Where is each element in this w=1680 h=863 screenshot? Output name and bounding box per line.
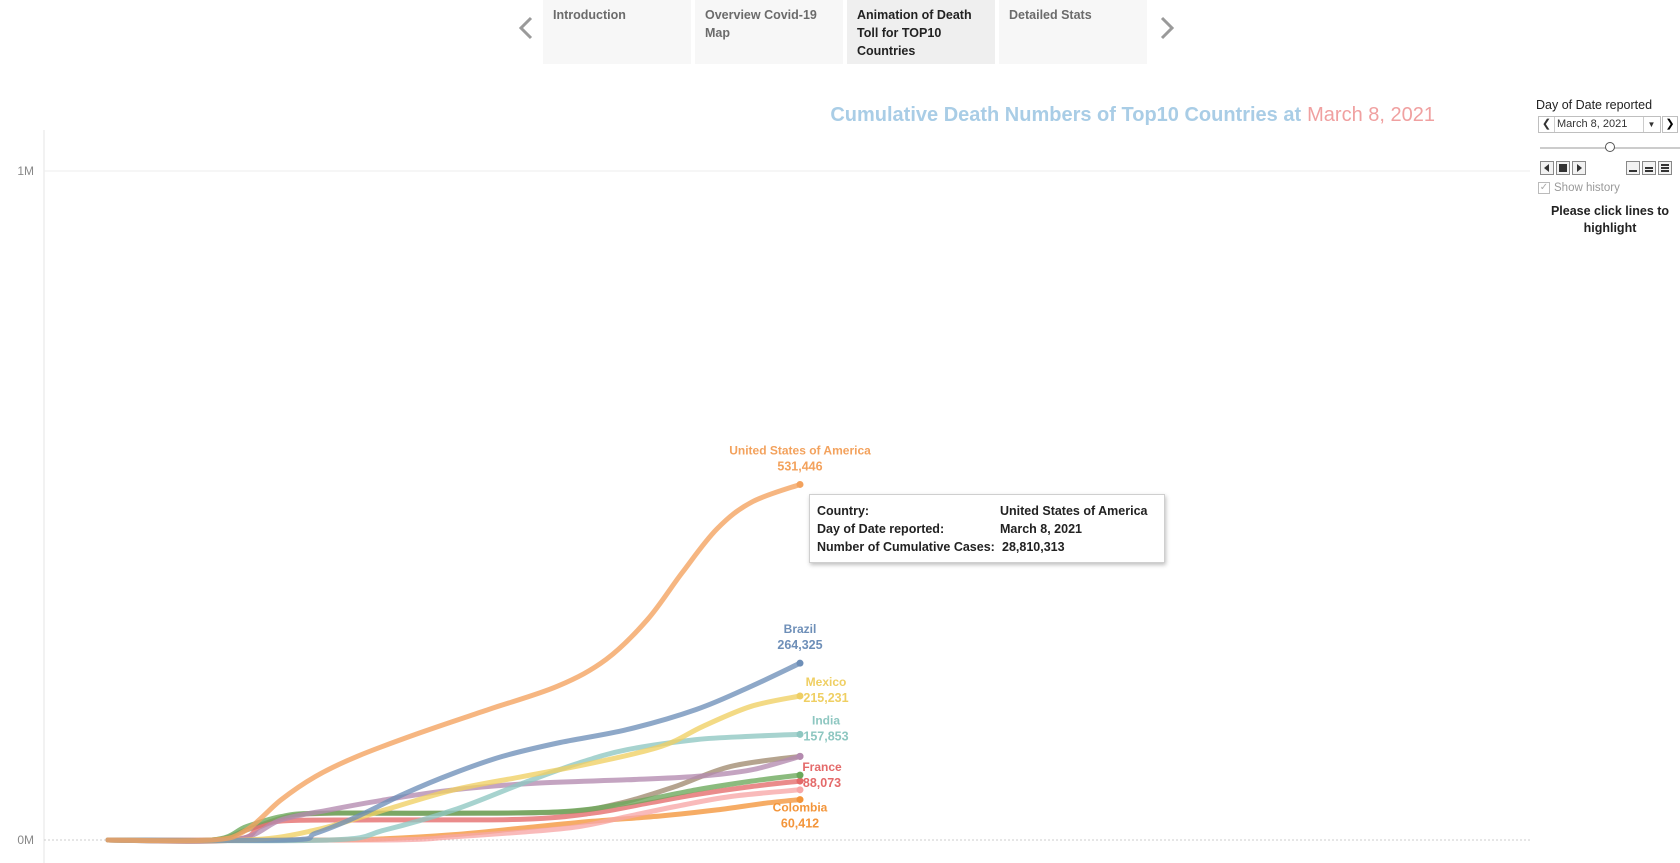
pause-icon xyxy=(1559,164,1567,172)
series-line[interactable] xyxy=(105,660,803,843)
y-tick-label: 0M xyxy=(17,833,34,847)
speed-slow-icon xyxy=(1629,170,1637,172)
date-selector[interactable]: ❮ March 8, 2021 ▼ xyxy=(1538,116,1661,133)
date-value: March 8, 2021 xyxy=(1557,118,1628,130)
chart-title-prefix: Cumulative Death Numbers of Top10 Countr… xyxy=(830,104,1302,126)
series-end-point xyxy=(796,777,804,785)
y-tick-label: 1M xyxy=(17,164,34,178)
tab-introduction[interactable]: Introduction xyxy=(543,0,691,64)
series-value-label: 215,231 xyxy=(803,691,848,705)
tooltip-key: Number of Cumulative Cases: xyxy=(817,540,995,554)
step-back-icon xyxy=(1544,164,1549,172)
date-next-button[interactable]: ❯ xyxy=(1662,116,1678,133)
speed-fast-button[interactable] xyxy=(1658,161,1672,175)
chart-title-date: March 8, 2021 xyxy=(1307,104,1435,126)
series-end-point xyxy=(796,659,804,667)
speed-medium-button[interactable] xyxy=(1642,161,1656,175)
tooltip-key: Day of Date reported: xyxy=(817,522,945,536)
play-button[interactable] xyxy=(1572,161,1586,175)
show-history-checkbox[interactable]: ✓ xyxy=(1538,182,1550,194)
series-value-label: 60,412 xyxy=(781,817,819,831)
series-end-point xyxy=(796,730,804,738)
series-end-point xyxy=(796,786,804,794)
series-value-label: 157,853 xyxy=(803,729,848,743)
series-value-label: 264,325 xyxy=(777,638,822,652)
step-back-button[interactable] xyxy=(1540,161,1554,175)
series-line[interactable] xyxy=(105,753,803,844)
nav-prev-button[interactable] xyxy=(511,8,541,48)
series-name-label: Brazil xyxy=(784,622,817,636)
tooltip-row-date: Day of Date reported: March 8, 2021 xyxy=(817,522,1082,536)
series-end-point xyxy=(796,692,804,700)
series-name-label: Mexico xyxy=(806,675,847,689)
series-end-point xyxy=(796,480,804,488)
chevron-left-icon xyxy=(518,16,533,40)
date-slider-thumb[interactable] xyxy=(1605,142,1615,152)
series-line[interactable] xyxy=(105,772,803,844)
speed-slow-button[interactable] xyxy=(1626,161,1640,175)
series-name-label: France xyxy=(802,760,842,774)
series-end-point xyxy=(796,752,804,760)
series-end-point xyxy=(796,796,804,804)
series-value-label: 88,073 xyxy=(803,776,841,790)
pause-button[interactable] xyxy=(1556,161,1570,175)
dropdown-arrow-icon[interactable]: ▼ xyxy=(1643,117,1659,132)
series-value-label: 531,446 xyxy=(777,459,822,473)
series-name-label: United States of America xyxy=(729,443,871,457)
chart-title: Cumulative Death Numbers of Top10 Countr… xyxy=(830,104,1435,127)
date-prev-button[interactable]: ❮ xyxy=(1539,117,1555,132)
play-icon xyxy=(1577,164,1582,172)
death-toll-line-chart[interactable]: 0M 1M United States of America 531,446 Brazi… xyxy=(0,130,1530,863)
tooltip-value: United States of America xyxy=(1000,504,1148,518)
series-line[interactable] xyxy=(105,482,803,844)
tooltip-value: March 8, 2021 xyxy=(1000,522,1082,536)
tab-animation-death-toll[interactable]: Animation of Death Toll for TOP10 Countr… xyxy=(847,0,995,64)
highlight-hint: Please click lines to highlight xyxy=(1550,204,1670,235)
chevron-right-icon xyxy=(1160,16,1175,40)
series-line[interactable] xyxy=(105,731,803,844)
tooltip-key: Country: xyxy=(817,504,870,518)
date-filter-label: Day of Date reported xyxy=(1536,98,1653,112)
speed-fast-icon xyxy=(1661,164,1669,172)
tab-overview-map[interactable]: Overview Covid-19 Map xyxy=(695,0,843,64)
tab-detailed-stats[interactable]: Detailed Stats xyxy=(999,0,1147,64)
series-line[interactable] xyxy=(105,693,803,844)
speed-medium-icon xyxy=(1645,167,1653,172)
series-name-label: India xyxy=(812,713,840,727)
series-name-label: Colombia xyxy=(773,801,828,815)
tooltip-value: 28,810,313 xyxy=(1002,540,1065,554)
tooltip: Country: United States of America Day of… xyxy=(809,494,1165,563)
tooltip-row-country: Country: United States of America xyxy=(817,504,1148,518)
nav-next-button[interactable] xyxy=(1152,8,1182,48)
show-history-label: Show history xyxy=(1554,182,1620,194)
tooltip-row-cases: Number of Cumulative Cases: 28,810,313 xyxy=(817,540,1065,554)
show-history-toggle[interactable]: ✓ Show history xyxy=(1538,182,1620,194)
series-end-point xyxy=(796,771,804,779)
series-line[interactable] xyxy=(105,753,803,844)
